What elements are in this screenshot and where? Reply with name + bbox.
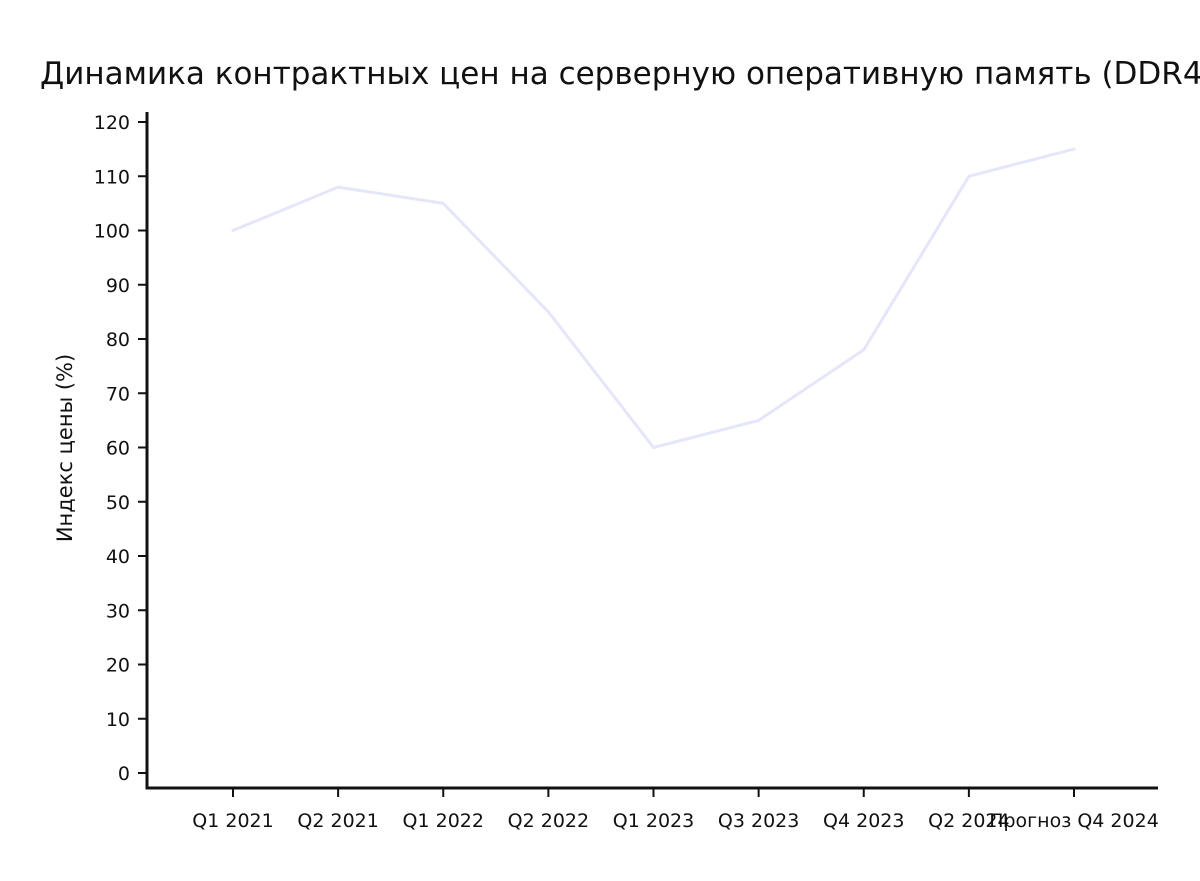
y-tick-label: 50 xyxy=(106,492,130,514)
x-tick-label: Q2 2021 xyxy=(297,810,378,832)
x-tick-label: Q1 2021 xyxy=(192,810,273,832)
y-tick-label: 100 xyxy=(94,221,130,243)
data-point xyxy=(757,418,761,422)
data-point xyxy=(652,446,655,449)
x-tick-label: Q2 2024 xyxy=(928,810,1009,832)
x-tick-label: Q2 2022 xyxy=(508,810,589,832)
data-point xyxy=(862,348,866,352)
y-tick-label: 30 xyxy=(106,600,130,622)
series-line-0 xyxy=(232,147,1075,449)
y-tick-label: 10 xyxy=(106,709,130,731)
data-point xyxy=(336,185,340,189)
data-point xyxy=(441,201,445,205)
y-tick-label: 120 xyxy=(94,112,130,134)
y-tick-label: 90 xyxy=(106,275,130,297)
x-tick-label: Q1 2022 xyxy=(403,810,484,832)
x-tick-label: Q4 2023 xyxy=(823,810,904,832)
x-tick-label: Q3 2023 xyxy=(718,810,799,832)
y-tick-label: 70 xyxy=(106,383,130,405)
data-point xyxy=(546,310,550,314)
x-tick-label: Q1 2023 xyxy=(613,810,694,832)
y-tick-label: 110 xyxy=(94,166,130,188)
series-layer xyxy=(231,147,1076,449)
data-point xyxy=(231,229,235,232)
y-tick-label: 80 xyxy=(106,329,130,351)
y-tick-label: 40 xyxy=(106,546,130,568)
y-axis-label: Индекс цены (%) xyxy=(53,354,77,542)
y-tick-label: 20 xyxy=(106,655,130,677)
x-axis-ticks: Q1 2021 Q2 2021 Q1 2022 Q2 2022 Q1 2023 Q3 20… xyxy=(192,788,1159,832)
y-tick-label: 60 xyxy=(106,438,130,460)
y-axis-ticks: 0 10 20 30 40 50 60 70 80 90 100 110 120 xyxy=(94,112,147,785)
data-point xyxy=(967,174,971,178)
x-tick-label: Прогноз Q4 2024 xyxy=(989,810,1159,832)
y-tick-label: 0 xyxy=(118,763,130,785)
chart-title: Динамика контрактных цен на серверную оп… xyxy=(40,56,1200,92)
data-point xyxy=(1072,147,1076,151)
